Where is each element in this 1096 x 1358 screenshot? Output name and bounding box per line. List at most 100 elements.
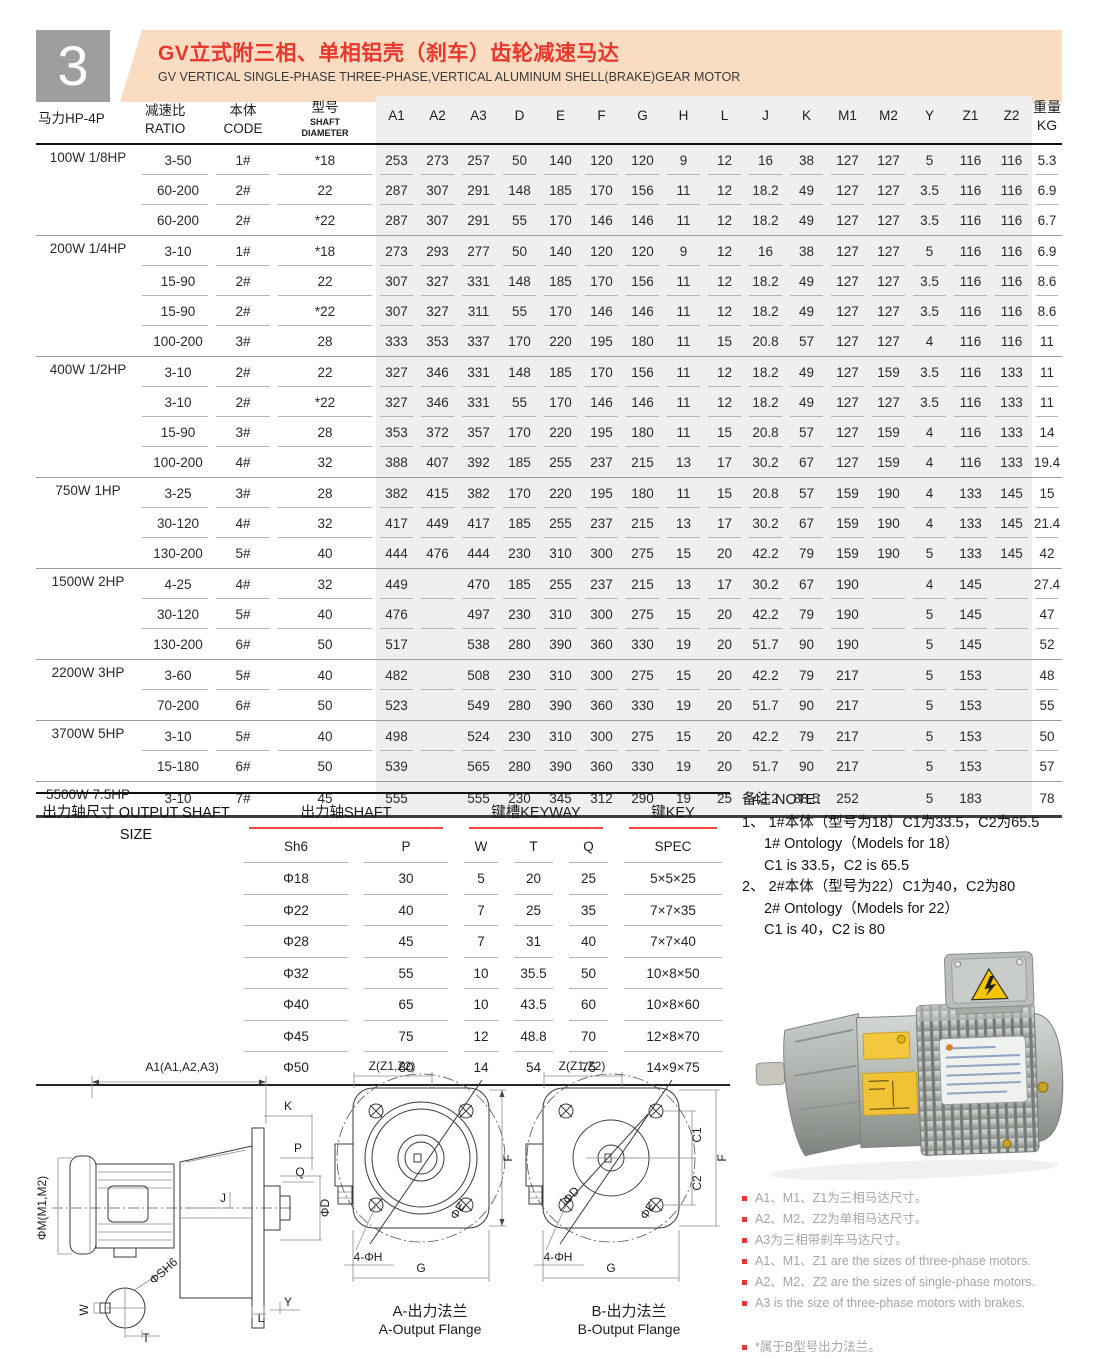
section-number-badge: 3 xyxy=(36,30,110,102)
code-cell: 4# xyxy=(212,447,274,478)
dim-col-header: Z2 xyxy=(991,96,1032,145)
dim-q-label: Q xyxy=(295,1165,304,1179)
code-cell: 5# xyxy=(212,659,274,690)
dim-cell: 116 xyxy=(991,296,1032,326)
dim-cell: 5 xyxy=(909,235,950,266)
dim-p-label: P xyxy=(294,1141,302,1155)
dim-cell: 237 xyxy=(581,508,622,538)
dim-cell: 67 xyxy=(786,447,827,478)
dim-cell: 327 xyxy=(376,356,417,387)
shaft-cell: Φ18 xyxy=(235,863,356,895)
dim-cell: 15 xyxy=(663,599,704,629)
ratio-cell: 15-90 xyxy=(138,296,212,326)
bullet-note: A2、M2、Z2为单相马达尺寸。 xyxy=(742,1209,1082,1230)
end-cap xyxy=(1033,1012,1064,1143)
shaft-cell: 75 xyxy=(580,1060,596,1076)
dim-col-header: J xyxy=(745,96,786,145)
dim-cell xyxy=(417,690,458,721)
shaft-subheader-cell: T xyxy=(505,830,561,863)
a-phie-label: ΦE xyxy=(447,1200,468,1222)
dim-cell: 145 xyxy=(991,477,1032,508)
b-flange-drawing: Z(Z1,Z2) ΦD ΦE 4-ΦH C1 C2 xyxy=(524,1058,734,1337)
dim-cell: 353 xyxy=(417,326,458,357)
dim-cell: 3.5 xyxy=(909,387,950,417)
dim-cell: 11 xyxy=(663,356,704,387)
dim-cell: 79 xyxy=(786,599,827,629)
dim-cell: 153 xyxy=(950,751,991,782)
dim-cell: 449 xyxy=(417,508,458,538)
dim-col-header: A2 xyxy=(417,96,458,145)
dim-cell: 12 xyxy=(704,387,745,417)
dim-cell: 4 xyxy=(909,568,950,599)
dim-cell: 331 xyxy=(458,356,499,387)
dim-cell: 5 xyxy=(909,781,950,817)
shaft-cell: 7 xyxy=(455,894,506,926)
page-title: GV立式附三相、单相铝壳（刹车）齿轮减速马达 xyxy=(158,42,620,65)
shaft-group-header: 出力轴SHAFT xyxy=(236,794,456,830)
shaft-table-row: Φ22 40 7 25 35 7×7×35 xyxy=(235,894,730,926)
dim-cell: 146 xyxy=(622,205,663,236)
dim-cell: 327 xyxy=(376,387,417,417)
dim-cell xyxy=(991,720,1032,751)
dim-cell: 252 xyxy=(827,781,868,817)
dim-cell: 4 xyxy=(909,447,950,478)
dim-cell: 11 xyxy=(663,266,704,296)
dim-cell: 310 xyxy=(540,538,581,569)
dim-cell: 140 xyxy=(540,235,581,266)
b-holes-label: 4-ΦH xyxy=(544,1250,573,1264)
shaft-cell: 14 xyxy=(473,1060,489,1076)
model-header-zh: 型号 xyxy=(311,100,339,116)
dim-cell: 407 xyxy=(417,447,458,478)
dim-cell: 140 xyxy=(540,144,581,175)
dim-col-header: H xyxy=(663,96,704,145)
dim-cell: 538 xyxy=(458,629,499,660)
dim-cell: 3.5 xyxy=(909,356,950,387)
code-cell: 3# xyxy=(212,326,274,357)
power-cell: 400W 1/2HP xyxy=(36,356,138,478)
shaft-cell: Φ45 xyxy=(235,1020,356,1052)
code-cell: 3# xyxy=(212,417,274,447)
dim-cell: 417 xyxy=(458,508,499,538)
dim-cell: 148 xyxy=(499,356,540,387)
dim-cell: 159 xyxy=(868,447,909,478)
dim-cell: 153 xyxy=(950,720,991,751)
shaft-cell: 55 xyxy=(355,957,456,989)
table-row: 130-200 5# 40 444 476 444 230 310 300 275 15 20 42.2… xyxy=(36,538,1062,569)
dim-cell: 180 xyxy=(622,326,663,357)
dim-cell xyxy=(868,659,909,690)
code-col-header: 本体 CODE xyxy=(212,96,274,145)
shaft-cell: 10×8×50 xyxy=(616,957,730,989)
weight-col-header: 重量KG xyxy=(1032,96,1062,145)
dim-cell: 12 xyxy=(704,266,745,296)
dim-cell: 170 xyxy=(499,326,540,357)
dim-cell: 333 xyxy=(376,326,417,357)
table-row: 30-120 5# 40 476 497 230 310 300 275 15 20 42.2 79 19… xyxy=(36,599,1062,629)
dim-cell: 18.2 xyxy=(745,296,786,326)
dim-cell: 310 xyxy=(540,659,581,690)
dim-cell: 159 xyxy=(827,477,868,508)
dim-col-header: M1 xyxy=(827,96,868,145)
code-cell: 3# xyxy=(212,477,274,508)
dim-cell: 79 xyxy=(786,720,827,751)
shaft-cell: 80 xyxy=(398,1060,414,1076)
shaft-subheader-cell: SPEC xyxy=(616,830,730,863)
model-cell: *22 xyxy=(274,296,376,326)
dim-a1-label: A1(A1,A2,A3) xyxy=(145,1060,218,1074)
dim-cell: 230 xyxy=(499,781,540,817)
model-cell: *18 xyxy=(274,235,376,266)
weight-cell: 55 xyxy=(1032,690,1062,721)
ratio-cell: 3-10 xyxy=(164,791,192,806)
dim-cell: 230 xyxy=(499,599,540,629)
bullet-note: A3为三相带刹车马达尺寸。 xyxy=(742,1230,1082,1251)
dim-cell xyxy=(417,629,458,660)
dim-col-header: A3 xyxy=(458,96,499,145)
spec-table: 马力HP-4P 减速比 RATIO 本体 CODE 型号 SHAFT DIAME… xyxy=(36,96,1062,818)
dim-cell: 57 xyxy=(786,326,827,357)
b-flange-caption-zh: B-出力法兰 xyxy=(591,1303,667,1320)
dim-cell: 3.5 xyxy=(909,205,950,236)
dim-cell: 390 xyxy=(540,690,581,721)
ratio-cell: 3-60 xyxy=(138,659,212,690)
dim-cell: 170 xyxy=(499,477,540,508)
dim-cell: 15 xyxy=(704,417,745,447)
code-cell: 6# xyxy=(212,751,274,782)
